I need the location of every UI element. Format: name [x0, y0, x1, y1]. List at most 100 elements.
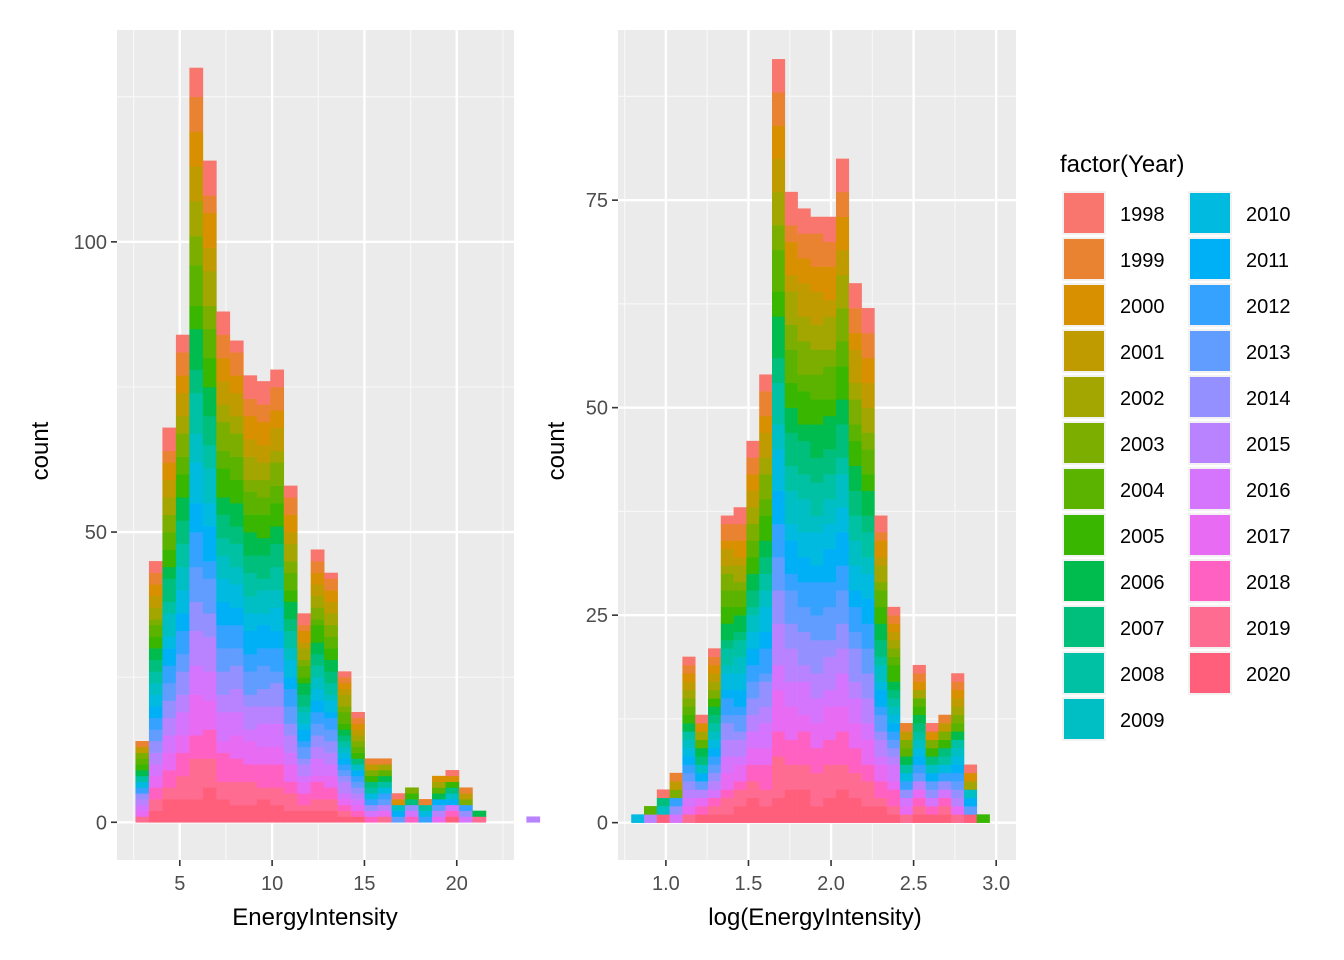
histogram-bar-segment — [148, 561, 163, 573]
histogram-bar-segment — [771, 249, 786, 292]
histogram-bar-segment — [189, 67, 204, 98]
histogram-bar-segment — [733, 557, 747, 566]
histogram-bar-segment — [708, 764, 722, 774]
histogram-bar-segment — [887, 789, 901, 807]
histogram-bar-segment — [337, 729, 352, 736]
histogram-bar-segment — [337, 671, 352, 678]
histogram-bar-segment — [162, 514, 177, 533]
histogram-bar-segment — [391, 816, 406, 823]
legend-label: 2016 — [1246, 480, 1291, 502]
histogram-bar-segment — [861, 532, 875, 558]
histogram-bar-segment — [874, 606, 888, 624]
histogram-bar-segment — [874, 540, 888, 558]
histogram-bar-segment — [175, 566, 190, 591]
histogram-bar-segment — [162, 497, 177, 515]
histogram-bar-segment — [899, 781, 914, 790]
histogram-bar-segment — [270, 503, 285, 527]
histogram-bar-segment — [297, 804, 311, 811]
histogram-bar-segment — [189, 503, 204, 533]
histogram-bar-segment — [746, 557, 760, 574]
histogram-bar-segment — [733, 689, 747, 707]
histogram-bar-segment — [216, 421, 231, 452]
histogram-bar-segment — [283, 723, 298, 736]
histogram-bar-segment — [835, 274, 850, 309]
histogram-bar-segment — [835, 308, 850, 342]
histogram-bar-segment — [708, 664, 722, 674]
histogram-bar-segment — [861, 698, 875, 724]
histogram-bar-segment — [256, 578, 271, 591]
histogram-bar-segment — [733, 673, 747, 691]
histogram-bar-segment — [810, 698, 824, 724]
histogram-bar-segment — [310, 653, 325, 666]
histogram-bar-segment — [861, 449, 875, 475]
histogram-bar-segment — [135, 799, 150, 806]
histogram-bar-segment — [148, 694, 163, 707]
legend-swatch — [1190, 285, 1230, 325]
histogram-bar-segment — [216, 578, 231, 603]
histogram-bar-segment — [351, 775, 365, 782]
legend-swatch — [1190, 653, 1230, 693]
histogram-bar-segment — [148, 659, 163, 672]
histogram-bar-segment — [472, 810, 487, 817]
legend-label: 2004 — [1120, 480, 1165, 502]
x-tick-label: 2.5 — [900, 873, 928, 895]
histogram-bar-segment — [797, 714, 811, 732]
histogram-bar-segment — [784, 523, 798, 541]
histogram-bar-segment — [189, 265, 204, 306]
histogram-bar-segment — [771, 449, 786, 491]
histogram-bar-segment — [418, 816, 433, 823]
histogram-bar-segment — [720, 640, 734, 649]
histogram-bar-segment — [324, 775, 338, 788]
histogram-bar-segment — [243, 479, 258, 492]
legend-swatch — [1064, 285, 1104, 325]
histogram-bar-segment — [175, 520, 190, 544]
histogram-bar-segment — [912, 731, 926, 740]
histogram-bar-segment — [695, 789, 709, 799]
histogram-bar-segment — [243, 804, 258, 823]
histogram-bar-segment — [887, 648, 901, 657]
histogram-bar-segment — [899, 739, 914, 749]
histogram-bar-segment — [229, 758, 244, 782]
histogram-bar-segment — [771, 382, 786, 425]
histogram-bar-segment — [835, 623, 850, 649]
histogram-bar-segment — [324, 648, 338, 661]
histogram-bar-segment — [405, 787, 419, 794]
histogram-bar-segment — [720, 648, 734, 666]
histogram-bar-segment — [418, 804, 433, 811]
histogram-bar-segment — [708, 656, 722, 666]
histogram-bar-segment — [951, 689, 965, 699]
histogram-bar-segment — [887, 664, 901, 682]
histogram-bar-segment — [324, 700, 338, 713]
histogram-bar-segment — [912, 698, 926, 707]
histogram-bar-segment — [682, 764, 696, 774]
histogram-bar-segment — [912, 723, 926, 732]
histogram-bar-segment — [216, 741, 231, 753]
histogram-bar-segment — [324, 572, 338, 579]
histogram-bar-segment — [364, 793, 379, 800]
histogram-bar-segment — [283, 781, 298, 794]
histogram-bar-segment — [432, 793, 446, 800]
histogram-bar-segment — [823, 316, 837, 350]
histogram-bar-segment — [861, 490, 875, 516]
histogram-bar-segment — [351, 711, 365, 719]
histogram-bar-segment — [310, 799, 325, 811]
histogram-bar-segment — [912, 689, 926, 699]
histogram-bar-segment — [669, 797, 683, 807]
histogram-bar-segment — [771, 357, 786, 384]
histogram-bar-segment — [324, 682, 338, 695]
y-axis-title: count — [27, 421, 54, 480]
histogram-bar-segment — [759, 573, 773, 591]
histogram-bar-segment — [861, 598, 875, 624]
histogram-bar-segment — [682, 756, 696, 765]
histogram-bar-segment — [771, 689, 786, 732]
histogram-bar-segment — [148, 717, 163, 730]
histogram-bar-segment — [324, 711, 338, 719]
histogram-bar-segment — [823, 415, 837, 450]
histogram-bar-segment — [458, 816, 473, 823]
histogram-bar-segment — [243, 514, 258, 533]
histogram-bar-segment — [378, 770, 392, 777]
histogram-bar-segment — [848, 698, 862, 724]
histogram-bar-segment — [175, 613, 190, 632]
histogram-bar-segment — [784, 490, 798, 525]
